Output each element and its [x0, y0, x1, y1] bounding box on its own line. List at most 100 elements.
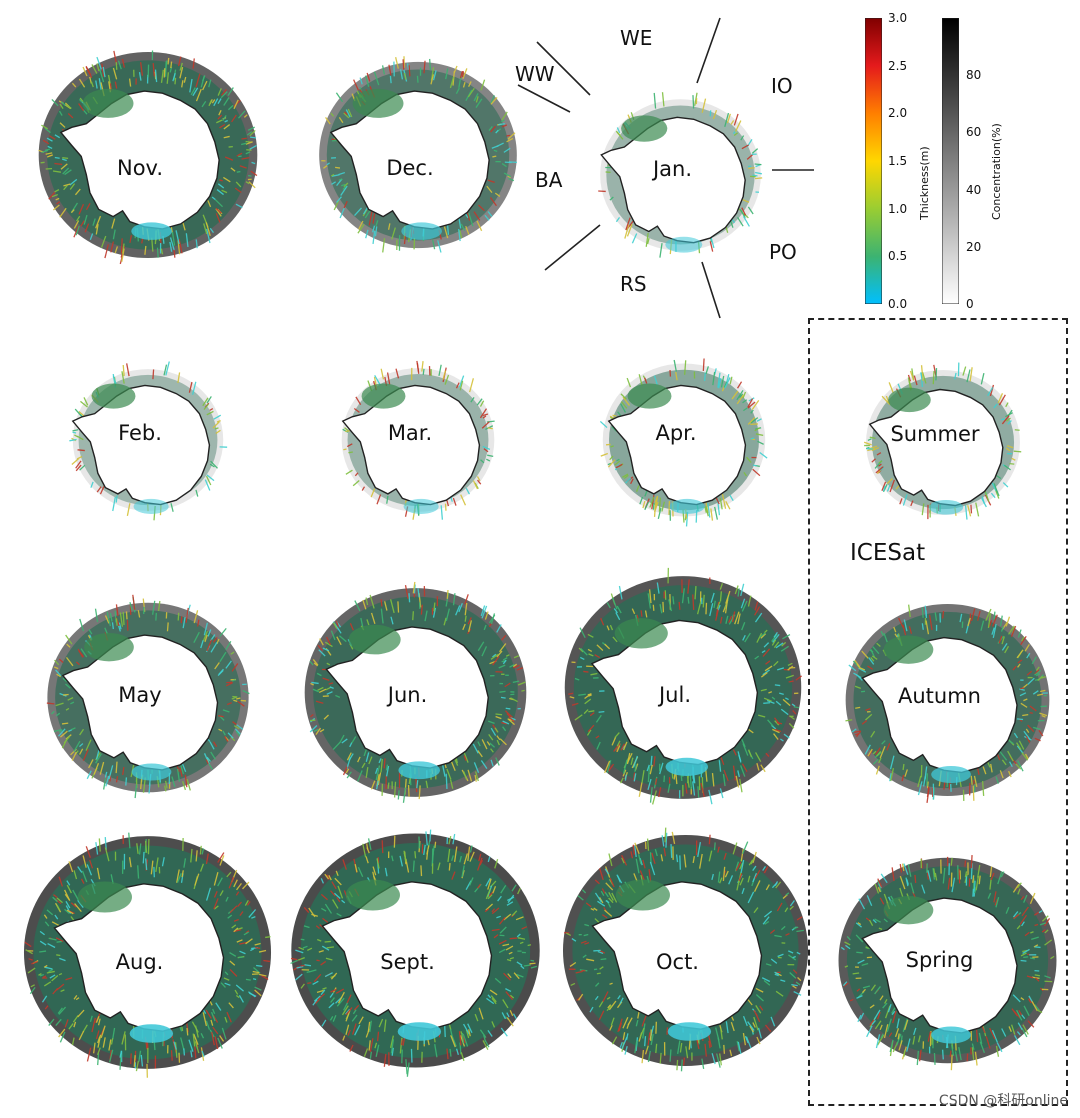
sector-line-ww-we [536, 41, 591, 96]
map-panel-nov: Nov. [30, 30, 258, 270]
map-panel-mar: Mar. [300, 340, 520, 530]
antarctica-map-may [46, 594, 250, 799]
map-label-sept: Sept. [380, 950, 435, 974]
colorbar-tick-label: 60 [966, 125, 982, 140]
map-panel-feb: Feb. [30, 340, 250, 530]
region-label-io: IO [771, 74, 793, 98]
map-panel-summer: Summer [835, 345, 1035, 530]
ross-sea-ice-patch [398, 761, 441, 780]
ross-sea-ice-patch [669, 498, 705, 514]
colorbar-tick-label: 0.5 [888, 249, 908, 264]
antarctica-continent [600, 116, 746, 244]
colorbar-tick-label: 20 [966, 239, 982, 254]
antarctica-map-dec [319, 56, 517, 253]
antarctica-continent [861, 897, 1018, 1034]
ross-sea-ice-patch [931, 766, 971, 784]
antarctica-map-nov [38, 50, 258, 265]
weddell-sea-ice-patch [84, 632, 134, 662]
map-panel-aug: Aug. [22, 820, 272, 1078]
sea-ice-drift-vectors [309, 581, 526, 803]
colorbar-tick-label: 0.0 [888, 297, 908, 311]
antarctica-map-sept [290, 829, 540, 1077]
antarctica-map-summer [863, 362, 1022, 520]
map-panel-dec: Dec. [300, 30, 520, 270]
ross-sea-ice-patch [131, 763, 172, 781]
colorbar-tick-label: 2.5 [888, 58, 908, 73]
region-label-we: WE [620, 26, 653, 50]
sea-ice-drift-vectors [598, 92, 763, 258]
region-label-rs: RS [620, 272, 647, 296]
weddell-sea-ice-patch [345, 879, 400, 911]
ross-sea-ice-patch [129, 1024, 174, 1043]
sea-ice-drift-vectors [568, 567, 802, 805]
sea-ice-drift-vectors [840, 855, 1055, 1071]
map-label-spring: Spring [905, 948, 974, 972]
map-label-jun: Jun. [387, 683, 428, 707]
colorbar-tick-label: 1.5 [888, 154, 908, 168]
weddell-sea-ice-patch [77, 881, 132, 913]
map-label-dec: Dec. [386, 156, 434, 180]
region-label-ww: WW [515, 62, 555, 86]
map-panel-apr: Apr. [566, 340, 786, 530]
ross-sea-ice-patch [931, 1026, 971, 1044]
sector-line-ww-ba [517, 84, 571, 113]
colorbar-tick-label: 0 [966, 297, 974, 311]
weddell-sea-ice-patch [615, 879, 670, 911]
antarctica-continent [590, 619, 759, 766]
weddell-sea-ice-patch [348, 624, 401, 655]
antarctica-continent [61, 634, 219, 771]
weddell-sea-ice-patch [614, 618, 668, 649]
antarctica-map-spring [838, 855, 1057, 1071]
antarctica-continent [607, 384, 747, 506]
thickness-colorbar-title: Thickness(m) [918, 146, 931, 220]
weddell-sea-ice-patch [352, 88, 404, 118]
antarctica-continent [59, 90, 220, 230]
concentration-colorbar [941, 17, 960, 305]
weddell-sea-ice-patch [82, 88, 134, 118]
map-panel-jun: Jun. [295, 575, 527, 803]
map-label-summer: Summer [890, 422, 980, 446]
map-panel-spring: Spring [832, 838, 1057, 1073]
map-panel-oct: Oct. [560, 818, 809, 1073]
icesat-label: ICESat [850, 540, 926, 566]
antarctica-map-jul [564, 567, 802, 805]
region-label-ba: BA [535, 168, 563, 192]
map-panel-jan: Jan. [560, 70, 785, 270]
map-label-apr: Apr. [655, 421, 697, 445]
region-label-po: PO [769, 240, 797, 264]
sea-ice-drift-vectors [38, 50, 258, 265]
antarctica-map-feb [69, 361, 228, 521]
sector-line-po-rs [701, 261, 721, 319]
ross-sea-ice-patch [665, 236, 703, 253]
sea-ice-drift-vectors [342, 360, 495, 520]
sea-ice-drift-vectors [24, 832, 271, 1078]
sea-ice-drift-vectors [69, 361, 228, 521]
antarctica-map-apr [599, 358, 768, 527]
ross-sea-ice-patch [928, 500, 964, 515]
colorbar-tick-label: 80 [966, 68, 982, 83]
antarctica-continent [53, 883, 225, 1032]
colorbar-fill [941, 17, 960, 305]
map-label-oct: Oct. [656, 950, 699, 974]
antarctica-continent [861, 636, 1018, 774]
icesat-comparison-box [808, 318, 1068, 1106]
antarctica-continent [325, 626, 489, 769]
ross-sea-ice-patch [397, 1022, 442, 1041]
sector-line-rs-ba [544, 224, 601, 271]
weddell-sea-ice-patch [883, 635, 934, 664]
antarctica-continent [868, 388, 1004, 507]
sector-line-we-io [696, 17, 721, 84]
map-panel-jul: Jul. [560, 565, 802, 805]
weddell-sea-ice-patch [91, 383, 136, 409]
map-label-feb: Feb. [118, 421, 162, 445]
antarctica-map-mar [341, 360, 495, 520]
antarctica-continent [321, 881, 493, 1030]
sea-ice-drift-vectors [564, 827, 804, 1072]
ross-sea-ice-patch [131, 222, 172, 240]
map-label-may: May [118, 683, 162, 707]
antarctica-continent [329, 90, 490, 230]
ross-sea-ice-patch [403, 498, 439, 514]
map-panel-may: May [30, 585, 250, 800]
ross-sea-ice-patch [667, 1022, 712, 1041]
ross-sea-ice-patch [665, 757, 709, 776]
